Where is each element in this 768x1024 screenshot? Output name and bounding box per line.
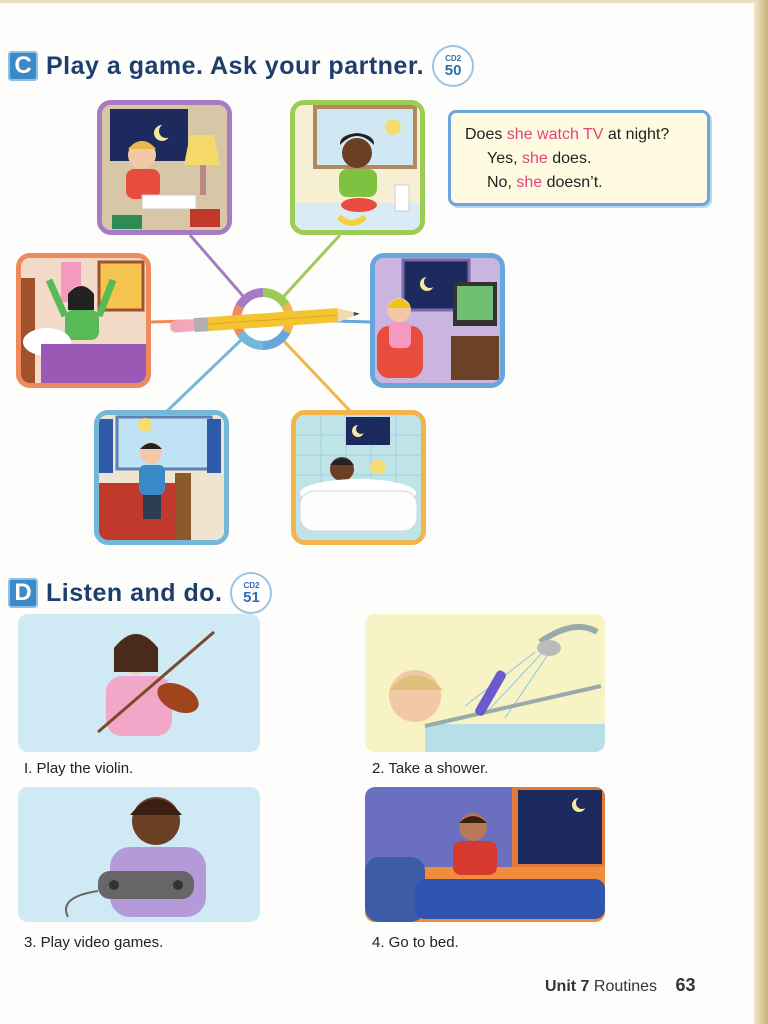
homework-scene-icon	[102, 105, 227, 230]
cd-track-badge[interactable]: CD2 50	[432, 45, 475, 87]
activity-caption-4: 4. Go to bed.	[372, 934, 459, 951]
page-edge	[754, 0, 768, 1024]
get-up-scene-icon	[21, 258, 146, 383]
cd-track-badge[interactable]: CD2 51	[230, 572, 273, 614]
picture-eat-breakfast[interactable]	[290, 100, 425, 235]
picture-do-homework[interactable]	[97, 100, 232, 235]
cd-label: CD2	[445, 53, 462, 63]
activity-card-shower[interactable]	[365, 614, 605, 752]
footer-unit: Unit 7	[545, 978, 590, 995]
picture-get-dressed[interactable]	[94, 410, 229, 545]
section-d-letter: D	[8, 578, 38, 608]
get-dressed-scene-icon	[99, 415, 224, 540]
picture-get-up[interactable]	[16, 253, 151, 388]
activity-card-violin[interactable]	[18, 614, 260, 752]
picture-watch-tv[interactable]	[370, 253, 505, 388]
dialogue-box: Does she watch TV at night? Yes, she doe…	[448, 110, 710, 206]
activity-card-video-games[interactable]	[18, 787, 260, 922]
activity-caption-1: I. Play the violin.	[24, 760, 134, 777]
activity-card-go-to-bed[interactable]	[365, 787, 605, 922]
dialogue-no-answer: No, she doesn’t.	[487, 174, 603, 191]
page-number: 63	[675, 975, 696, 995]
top-rule	[0, 0, 768, 3]
section-d-title: Listen and do.	[46, 578, 223, 607]
section-c-letter: C	[8, 51, 38, 81]
section-d-header: D Listen and do. CD2 51	[8, 572, 273, 614]
breakfast-scene-icon	[295, 105, 420, 230]
cd-track-number: 50	[444, 61, 462, 79]
footer-topic: Routines	[593, 978, 658, 995]
pencil-spinner-icon[interactable]	[168, 305, 368, 335]
bed-icon	[365, 787, 605, 922]
cd-track-number: 51	[243, 588, 260, 606]
dialogue-yes-answer: Yes, she does.	[487, 150, 592, 167]
shower-icon	[389, 623, 605, 752]
section-c-header: C Play a game. Ask your partner. CD2 50	[8, 45, 475, 87]
bath-scene-icon	[296, 415, 421, 540]
dialogue-question: Does she watch TV at night?	[465, 126, 670, 143]
game-controller-icon	[65, 797, 206, 918]
cd-label: CD2	[243, 580, 260, 590]
violin-icon	[97, 630, 215, 736]
activity-caption-2: 2. Take a shower.	[372, 760, 489, 777]
section-c-title: Play a game. Ask your partner.	[46, 51, 425, 80]
picture-take-a-bath[interactable]	[291, 410, 426, 545]
watch-tv-scene-icon	[375, 258, 500, 383]
page-footer: Unit 7 Routines 63	[545, 975, 696, 996]
activity-caption-3: 3. Play video games.	[24, 934, 164, 951]
